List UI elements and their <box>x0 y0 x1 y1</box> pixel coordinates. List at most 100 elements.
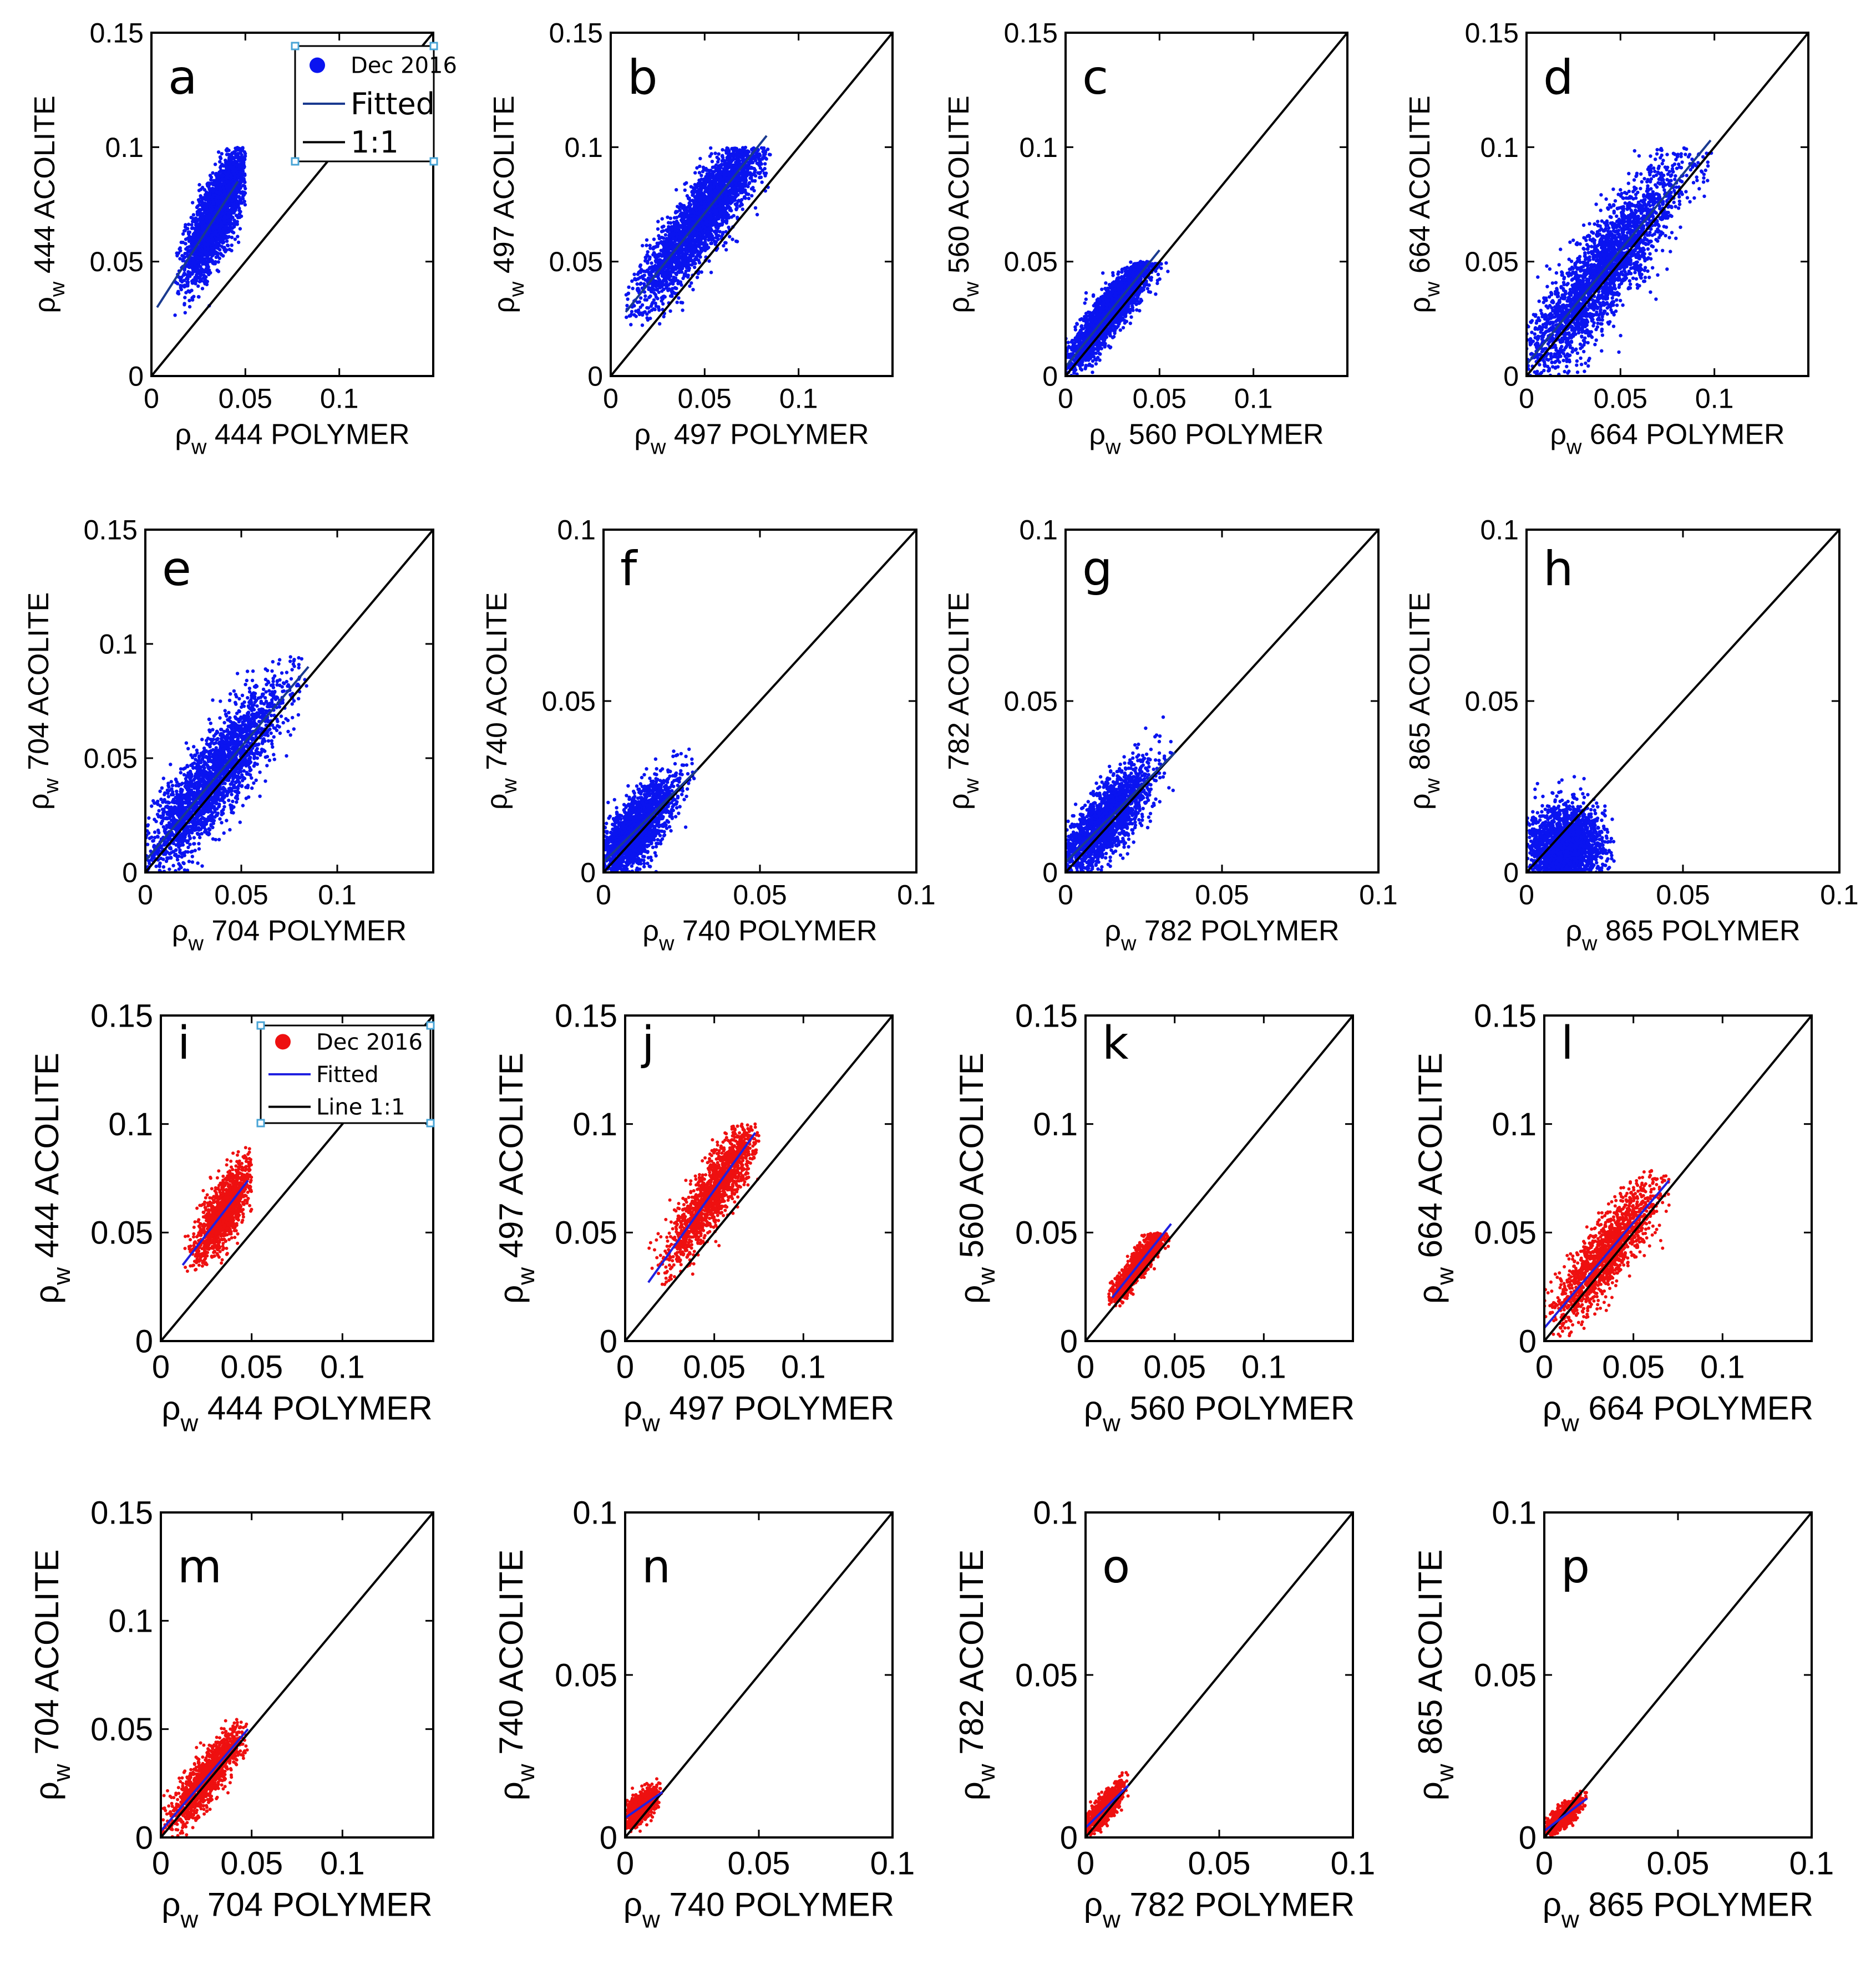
legend-handle[interactable] <box>291 157 300 166</box>
scatter-point <box>239 214 244 219</box>
scatter-point <box>231 182 235 186</box>
scatter-point <box>216 270 221 273</box>
scatter-point <box>210 259 214 263</box>
scatter-point <box>657 234 661 238</box>
scatter-point <box>724 248 728 252</box>
scatter-point <box>230 230 234 233</box>
scatter-point <box>625 303 629 308</box>
scatter-point <box>241 161 245 165</box>
y-tick-label: 0.15 <box>90 18 144 49</box>
scatter-point <box>190 242 194 246</box>
scatter-point <box>630 279 634 283</box>
scatter-point <box>740 175 744 179</box>
scatter-point <box>687 266 692 270</box>
scatter-point <box>201 185 205 190</box>
scatter-point <box>206 257 210 261</box>
scatter-point <box>219 232 223 237</box>
scatter-point <box>199 273 202 278</box>
scatter-point <box>747 196 751 201</box>
scatter-point <box>717 164 722 167</box>
scatter-point <box>675 301 679 304</box>
scatter-point <box>228 210 232 214</box>
scatter-point <box>225 239 229 243</box>
scatter-point <box>743 195 747 199</box>
legend-handle[interactable] <box>429 157 438 166</box>
scatter-point <box>220 163 224 166</box>
scatter-point <box>216 183 220 187</box>
scatter-point <box>210 226 214 230</box>
scatter-point <box>241 169 245 173</box>
scatter-point <box>760 168 764 172</box>
scatter-point <box>679 214 683 218</box>
scatter-point <box>182 303 186 307</box>
legend-handle[interactable] <box>429 42 438 50</box>
scatter-point <box>758 171 762 175</box>
scatter-point <box>197 189 201 192</box>
scatter-point <box>235 146 240 150</box>
scatter-point <box>229 153 234 158</box>
legend-label: 1:1 <box>351 125 399 160</box>
scatter-point <box>227 158 231 161</box>
scatter-point <box>197 270 201 274</box>
scatter-point <box>183 311 187 314</box>
legend-label: Dec 2016 <box>351 53 457 79</box>
scatter-point <box>226 219 230 223</box>
scatter-point <box>214 171 218 176</box>
scatter-point <box>200 287 205 291</box>
scatter-point <box>218 238 222 242</box>
scatter-point <box>738 149 742 153</box>
scatter-point <box>205 233 209 237</box>
scatter-point <box>183 229 187 232</box>
legend-label: Fitted <box>351 87 435 121</box>
scatter-point <box>646 250 650 254</box>
legend-handle[interactable] <box>291 42 300 50</box>
scatter-point <box>634 309 638 313</box>
scatter-point <box>235 214 239 218</box>
scatter-point <box>226 215 230 219</box>
scatter-point <box>226 174 230 179</box>
scatter-point <box>648 243 652 247</box>
legend-marker-points <box>310 57 325 73</box>
scatter-point <box>766 148 770 151</box>
scatter-point <box>219 165 222 170</box>
scatter-point <box>691 288 695 292</box>
scatter-point <box>654 265 658 268</box>
scatter-point <box>203 242 207 246</box>
scatter-point <box>658 322 662 326</box>
x-axis-label: ρw 444 POLYMER <box>175 419 409 459</box>
scatter-point <box>695 276 699 280</box>
scatter-point <box>758 161 763 165</box>
scatter-point <box>218 228 222 232</box>
scatter-point <box>185 282 190 286</box>
scatter-point <box>194 252 199 256</box>
scatter-point <box>182 267 186 271</box>
scatter-point <box>657 306 661 310</box>
scatter-point <box>678 209 682 212</box>
scatter-point <box>718 230 722 233</box>
scatter-point <box>660 217 664 221</box>
scatter-point <box>179 277 182 281</box>
scatter-point <box>636 272 640 276</box>
scatter-point <box>207 238 211 243</box>
scatter-point <box>204 210 208 214</box>
scatter-point <box>210 237 214 241</box>
x-tick-label: 0.1 <box>320 383 359 414</box>
scatter-point <box>653 301 657 306</box>
scatter-point <box>240 175 244 179</box>
scatter-point <box>627 285 631 289</box>
scatter-point <box>221 186 225 190</box>
scatter-point <box>695 166 699 170</box>
scatter-point <box>187 304 192 309</box>
scatter-point <box>232 172 236 176</box>
scatter-point <box>184 242 187 246</box>
scatter-point <box>672 220 676 224</box>
scatter-point <box>698 255 702 259</box>
scatter-point <box>199 220 203 224</box>
scatter-point <box>187 230 192 234</box>
scatter-point <box>668 278 672 282</box>
scatter-point <box>649 290 653 293</box>
scatter-point <box>203 246 207 250</box>
scatter-point <box>196 233 200 237</box>
y-tick-label: 0 <box>128 361 144 392</box>
